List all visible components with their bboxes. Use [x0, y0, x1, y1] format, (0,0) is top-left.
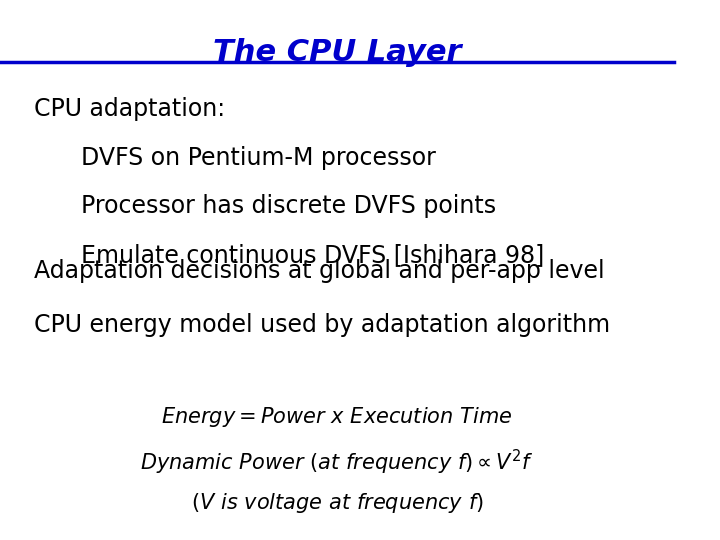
Text: Adaptation decisions at global and per-app level: Adaptation decisions at global and per-a…: [34, 259, 604, 283]
Text: Processor has discrete DVFS points: Processor has discrete DVFS points: [81, 194, 496, 218]
Text: $\mathit{Dynamic\ Power\ (at\ frequency\ f) \propto V^2 f}$: $\mathit{Dynamic\ Power\ (at\ frequency\…: [140, 448, 534, 477]
Text: Emulate continuous DVFS [Ishihara 98]: Emulate continuous DVFS [Ishihara 98]: [81, 243, 544, 267]
Text: $\mathit{Energy = Power\ x\ Execution\ Time}$: $\mathit{Energy = Power\ x\ Execution\ T…: [161, 405, 513, 429]
Text: DVFS on Pentium-M processor: DVFS on Pentium-M processor: [81, 146, 436, 170]
Text: CPU adaptation:: CPU adaptation:: [34, 97, 225, 121]
Text: CPU energy model used by adaptation algorithm: CPU energy model used by adaptation algo…: [34, 313, 610, 337]
Text: The CPU Layer: The CPU Layer: [212, 38, 462, 67]
Text: $\mathit{(V\ is\ voltage\ at\ frequency\ f)}$: $\mathit{(V\ is\ voltage\ at\ frequency\…: [191, 491, 483, 515]
